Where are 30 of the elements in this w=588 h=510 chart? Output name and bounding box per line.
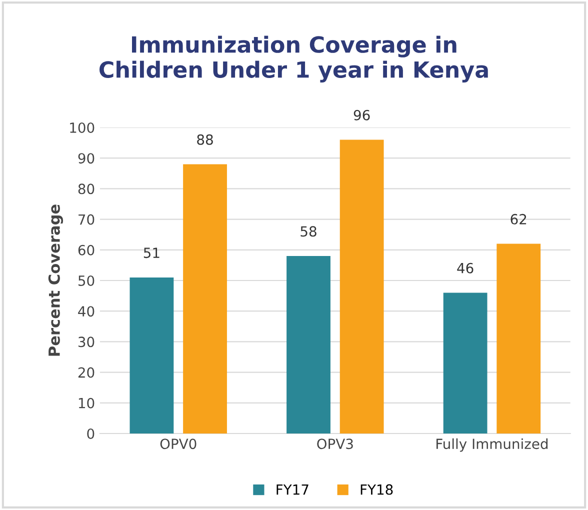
y-tick-label: 80	[78, 184, 94, 194]
y-axis-title: Percent Coverage	[48, 204, 64, 356]
x-tick-label: Fully Immunized	[436, 438, 548, 452]
data-label: 58	[300, 226, 316, 237]
legend-label: FY17	[276, 484, 308, 495]
y-tick-label: 20	[78, 367, 94, 378]
bar	[496, 244, 541, 434]
data-label: 88	[197, 134, 213, 145]
y-tick-label: 90	[78, 153, 94, 164]
bar	[130, 277, 174, 434]
x-tick-label: OPV0	[160, 438, 196, 450]
bar	[340, 140, 384, 434]
y-tick-label: 30	[78, 336, 94, 348]
y-tick-label: 60	[78, 244, 94, 256]
bar	[443, 292, 488, 434]
y-tick-label: 10	[78, 398, 94, 408]
y-tick-label: 40	[78, 306, 94, 317]
bar	[183, 164, 227, 434]
data-label: 62	[510, 214, 526, 224]
legend-label: FY18	[360, 484, 393, 495]
bar	[286, 256, 330, 434]
y-tick-label: 100	[70, 122, 94, 133]
x-tick-label: OPV3	[317, 438, 353, 450]
data-label: 96	[354, 110, 370, 120]
chart-title: Immunization Coverage in Children Under 1 year in Kenya	[99, 36, 488, 82]
data-label: 46	[457, 262, 474, 274]
y-tick-label: 70	[78, 214, 94, 225]
data-label: 51	[144, 248, 160, 258]
y-tick-label: 50	[78, 275, 94, 286]
y-tick-label: 0	[87, 428, 94, 439]
